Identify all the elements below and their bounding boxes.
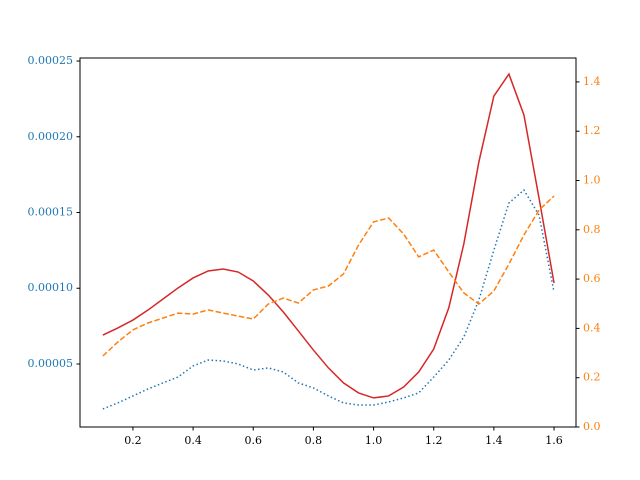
y2-tick-label: 1.4 [583,75,601,88]
y2-tick-label: 0.2 [583,371,601,384]
y-tick-label: 0.00025 [28,54,74,67]
x-tick-label: 1.0 [365,434,383,447]
series-line [102,188,555,410]
y2-tick-label: 1.0 [583,174,601,187]
plot-frame [79,57,577,428]
y2-tick-label: 0.6 [583,272,601,285]
y-tick-label: 0.00005 [28,357,74,370]
x-tick-label: 1.2 [425,434,443,447]
y-tick-label: 0.00015 [28,206,74,219]
y2-tick-label: 0.0 [583,420,601,433]
x-tick-label: 0.6 [245,434,263,447]
y2-tick-label: 0.4 [583,321,601,334]
x-tick-label: 0.8 [305,434,323,447]
series-line [102,195,555,357]
y-tick-label: 0.00010 [28,281,74,294]
series-line [102,72,555,399]
x-tick-label: 0.2 [124,434,142,447]
y2-tick-label: 0.8 [583,223,601,236]
x-tick-label: 1.6 [545,434,563,447]
x-tick-label: 1.4 [485,434,503,447]
y-tick-label: 0.00020 [28,130,74,143]
x-tick-label: 0.4 [184,434,202,447]
y2-tick-label: 1.2 [583,124,601,137]
